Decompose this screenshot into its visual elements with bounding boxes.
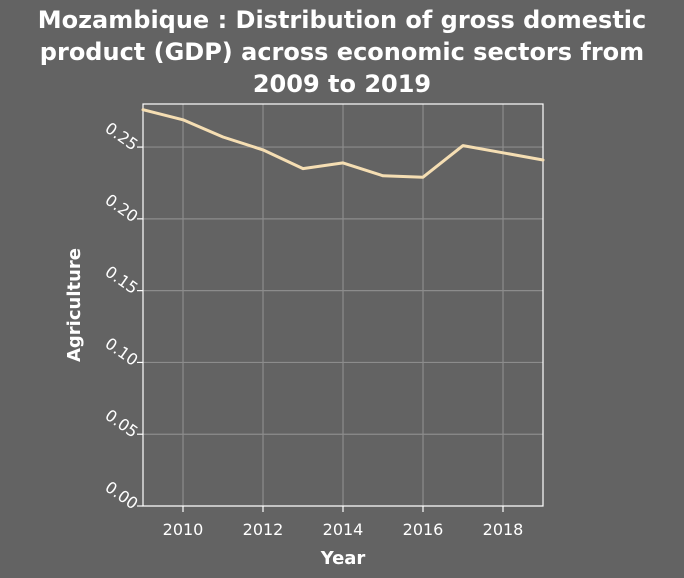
y-tick-label: 0.15 (102, 262, 142, 298)
y-axis-label: Agriculture (64, 248, 85, 362)
y-tick-label: 0.10 (102, 334, 142, 370)
chart-title-line-3: 2009 to 2019 (253, 70, 431, 98)
agriculture-series-line (141, 108, 545, 179)
x-tick-label: 2014 (323, 520, 364, 539)
y-tick-label: 0.25 (102, 118, 142, 154)
x-axis-label: Year (320, 548, 366, 569)
x-tick-label: 2012 (243, 520, 284, 539)
y-tick-label: 0.00 (102, 477, 142, 513)
x-tick-label: 2018 (483, 520, 524, 539)
x-tick-label: 2010 (163, 520, 204, 539)
chart-title-line-2: product (GDP) across economic sectors fr… (40, 38, 644, 66)
x-axis-ticks: 2010 2012 2014 2016 2018 (163, 506, 524, 539)
y-axis-ticks: 0.00 0.05 0.10 0.15 0.20 0.25 (102, 118, 143, 513)
x-tick-label: 2016 (403, 520, 444, 539)
series-layer (141, 108, 545, 179)
y-tick-label: 0.05 (102, 405, 142, 441)
y-tick-label: 0.20 (102, 190, 142, 226)
chart-title-line-1: Mozambique : Distribution of gross domes… (38, 6, 647, 34)
